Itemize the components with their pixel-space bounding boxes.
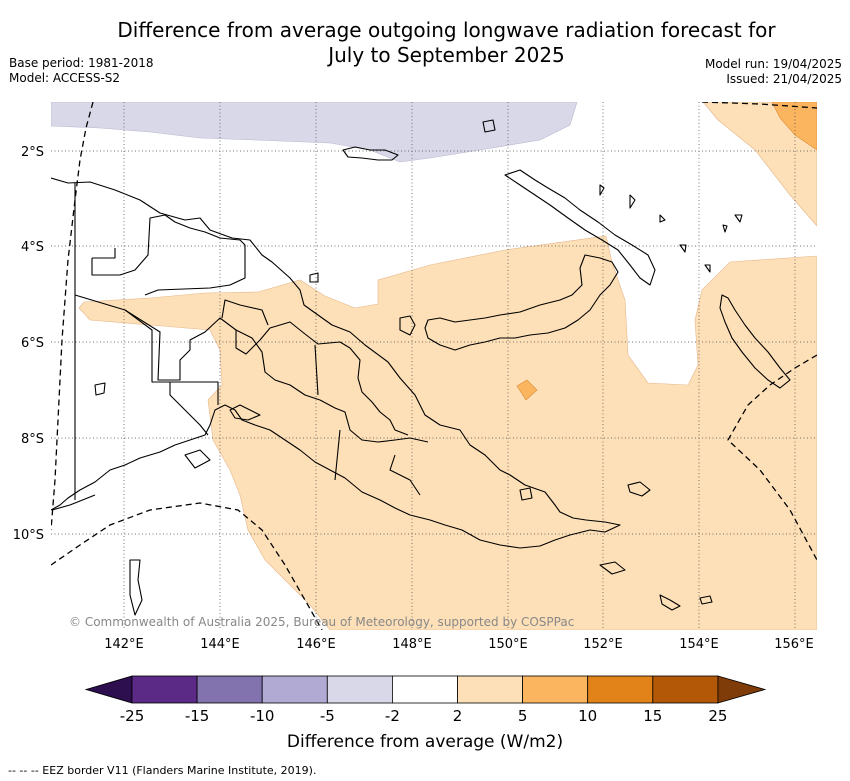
lat-tick-6s: 6°S [21,336,44,351]
lat-axis: 2°S 4°S 6°S 8°S 10°S [13,145,44,543]
lon-tick-156e: 156°E [774,637,814,652]
colorbar-tick-label: -15 [185,707,210,725]
lon-tick-150e: 150°E [488,637,528,652]
colorbar-arrow-low [84,675,133,704]
model-run: Model run: 19/04/2025 [704,57,842,71]
colorbar-segment [652,675,719,704]
anomaly-region-2-to-5 [78,235,817,630]
colorbar-tick-label: -2 [385,707,400,725]
lat-tick-4s: 4°S [21,240,44,255]
anomaly-region-minus5-to-minus2 [51,102,578,163]
colorbar-tick-label: 15 [643,707,662,725]
lat-tick-2s: 2°S [21,145,44,160]
lon-tick-146e: 146°E [296,637,336,652]
colorbar-segment [522,675,589,704]
lon-tick-142e: 142°E [104,637,144,652]
lat-tick-10s: 10°S [13,528,44,543]
anomaly-region-5-to-10-northeast [771,102,817,151]
map-panel [51,102,817,630]
colorbar-tick-label: 25 [708,707,727,725]
colorbar-tick-label: -5 [320,707,335,725]
anomaly-region-2-to-5-northeast [702,102,817,227]
colorbar-tick-label: -10 [250,707,275,725]
meta-right: Model run: 19/04/2025 Issued: 21/04/2025 [705,57,842,87]
base-period: Base period: 1981-2018 [9,56,154,70]
lat-tick-8s: 8°S [21,432,44,447]
eez-footnote: -- -- -- EEZ border V11 (Flanders Marine… [8,764,316,777]
colorbar-tick-label: 5 [518,707,528,725]
colorbar-label: Difference from average (W/m2) [287,732,563,752]
colorbar-segment [131,675,198,704]
colorbar-ticks: -25 -15 -10 -5 -2 2 5 10 15 25 [120,707,728,725]
anomaly-region-5-to-10-patch [516,379,538,401]
model-name: Model: ACCESS-S2 [9,71,121,85]
colorbar-tick-label: 2 [453,707,463,725]
colorbar-segment [326,675,393,704]
colorbar-segment [261,675,328,704]
map-title: Difference from average outgoing longwav… [0,18,850,68]
lon-axis: 142°E 144°E 146°E 148°E 150°E 152°E 154°… [104,637,814,652]
title-line-2: July to September 2025 [328,43,565,67]
colorbar-segments [84,675,767,704]
colorbar-segment [391,675,458,704]
title-line-1: Difference from average outgoing longwav… [117,18,776,42]
colorbar-segment [457,675,523,704]
colorbar-segment [587,675,654,704]
colorbar-segment [196,675,263,704]
lon-tick-148e: 148°E [392,637,432,652]
lon-tick-144e: 144°E [200,637,240,652]
eez-borders [51,102,817,630]
colorbar-tick-label: 10 [578,707,597,725]
issued-date: Issued: 21/04/2025 [726,72,842,86]
meta-left: Base period: 1981-2018 Model: ACCESS-S2 [9,56,154,86]
coastlines [51,119,791,616]
colorbar-arrow-high [717,675,767,704]
colorbar: -25 -15 -10 -5 -2 2 5 10 15 25 Difference from av… [84,675,767,752]
copyright-credit: © Commonwealth of Australia 2025, Bureau… [69,615,574,629]
colorbar-tick-label: -25 [120,707,145,725]
lon-tick-154e: 154°E [679,637,719,652]
lon-tick-152e: 152°E [583,637,623,652]
